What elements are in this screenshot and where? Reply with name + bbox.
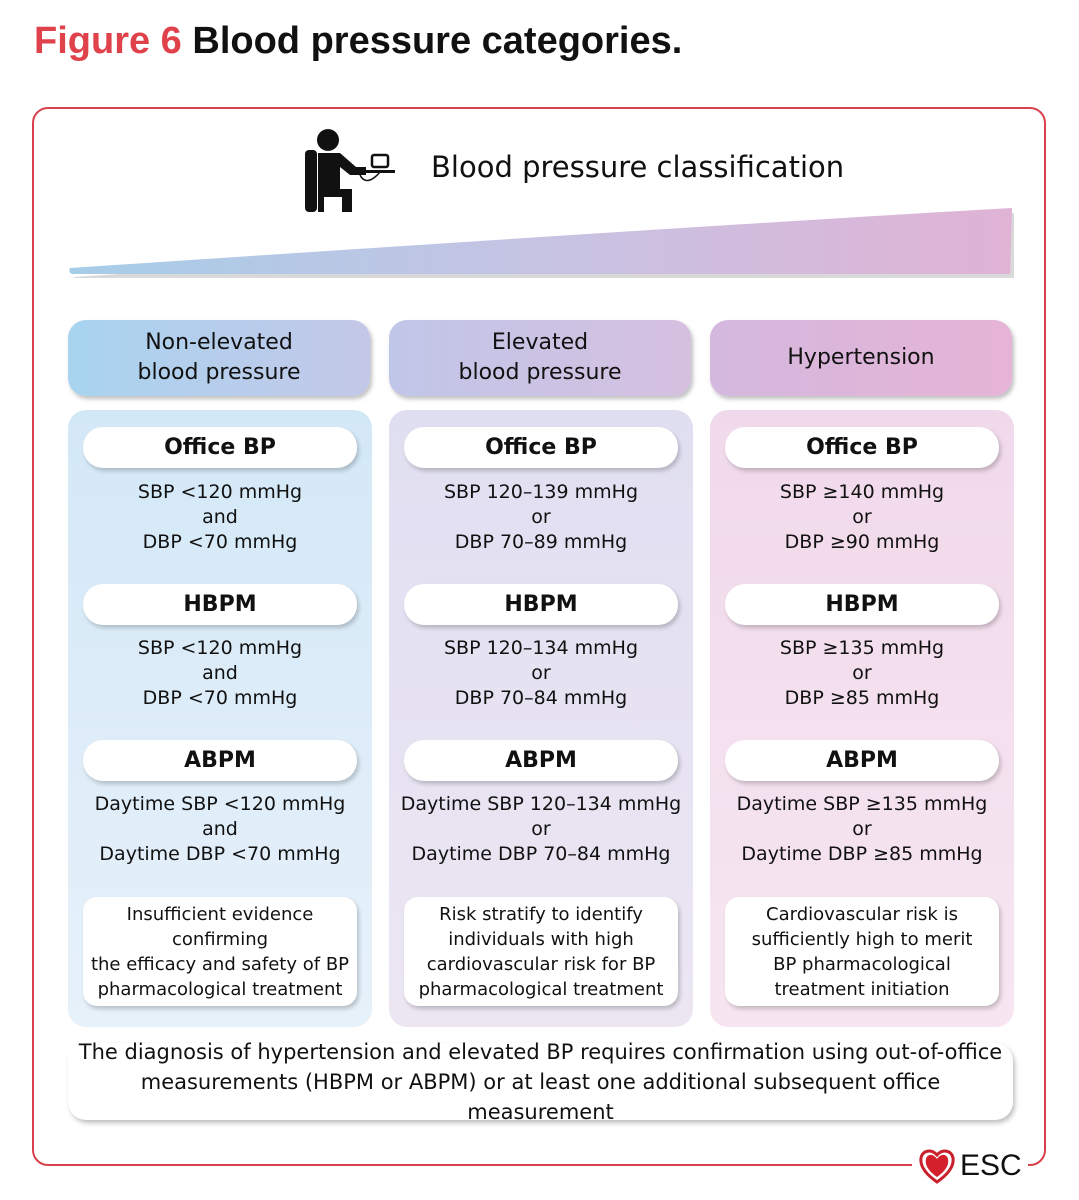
hbpm-criterion: DBP 70–84 mmHg [454, 687, 628, 709]
category-panel-hypertension: Office BP SBP ≥140 mmHg or DBP ≥90 mmHg HBPM… [710, 410, 1014, 1027]
heart-icon [919, 1149, 955, 1184]
severity-gradient-wedge [69, 208, 1014, 278]
esc-logo-text: ESC [960, 1149, 1022, 1182]
category-header-non-elevated: Non-elevated blood pressure [68, 320, 370, 396]
figure-title-text: Blood pressure categories. [192, 20, 683, 62]
abpm-criterion: and [202, 818, 238, 840]
treatment-note: Cardiovascular risk is sufficiently high… [725, 897, 999, 1006]
abpm-criterion: Daytime DBP ≥85 mmHg [741, 843, 983, 865]
office-criterion: DBP <70 mmHg [142, 531, 298, 553]
office-criterion: or [531, 506, 551, 528]
hbpm-label: HBPM [83, 584, 357, 625]
hbpm-criterion: SBP 120–134 mmHg [443, 637, 639, 659]
office-criterion: SBP ≥140 mmHg [779, 481, 945, 503]
category-header-hypertension: Hypertension [710, 320, 1012, 396]
hbpm-criterion: or [531, 662, 551, 684]
office-criterion: and [202, 506, 238, 528]
abpm-criterion: Daytime DBP <70 mmHg [99, 843, 341, 865]
figure-frame [32, 107, 1046, 1166]
diagnosis-note: The diagnosis of hypertension and elevat… [68, 1040, 1013, 1124]
category-header-elevated: Elevated blood pressure [389, 320, 691, 396]
office-criterion: SBP <120 mmHg [137, 481, 303, 503]
abpm-criterion: Daytime SBP 120–134 mmHg [400, 793, 682, 815]
abpm-criterion: Daytime SBP <120 mmHg [94, 793, 346, 815]
office-label: Office BP [83, 427, 357, 468]
office-label: Office BP [404, 427, 678, 468]
abpm-criterion: or [531, 818, 551, 840]
hbpm-criterion: SBP <120 mmHg [137, 637, 303, 659]
patient-bp-measurement-icon [305, 129, 395, 212]
hbpm-criterion: SBP ≥135 mmHg [779, 637, 945, 659]
abpm-criterion: or [852, 818, 872, 840]
hbpm-label: HBPM [725, 584, 999, 625]
treatment-note: Risk stratify to identify individuals wi… [404, 897, 678, 1006]
classification-title: Blood pressure classification [431, 150, 845, 184]
abpm-label: ABPM [725, 740, 999, 781]
category-panel-elevated: Office BP SBP 120–139 mmHg or DBP 70–89 mmH… [389, 410, 693, 1027]
abpm-criterion: Daytime SBP ≥135 mmHg [736, 793, 988, 815]
hbpm-criterion: DBP <70 mmHg [142, 687, 298, 709]
hbpm-criterion: or [852, 662, 872, 684]
office-criterion: DBP ≥90 mmHg [784, 531, 940, 553]
hbpm-criterion: and [202, 662, 238, 684]
treatment-note: Insufficient evidence confirming the eff… [83, 897, 357, 1006]
office-criterion: SBP 120–139 mmHg [443, 481, 639, 503]
abpm-criterion: Daytime DBP 70–84 mmHg [411, 843, 671, 865]
esc-logo: ESC [918, 1147, 1022, 1185]
figure-title: Figure 6 Blood pressure categories. [34, 20, 682, 63]
office-label: Office BP [725, 427, 999, 468]
office-criterion: DBP 70–89 mmHg [454, 531, 628, 553]
abpm-label: ABPM [83, 740, 357, 781]
category-panel-non-elevated: Office BP SBP <120 mmHg and DBP <70 mmHg HBP… [68, 410, 372, 1027]
office-criterion: or [852, 506, 872, 528]
hbpm-criterion: DBP ≥85 mmHg [784, 687, 940, 709]
figure-label: Figure 6 [34, 20, 182, 62]
abpm-label: ABPM [404, 740, 678, 781]
hbpm-label: HBPM [404, 584, 678, 625]
